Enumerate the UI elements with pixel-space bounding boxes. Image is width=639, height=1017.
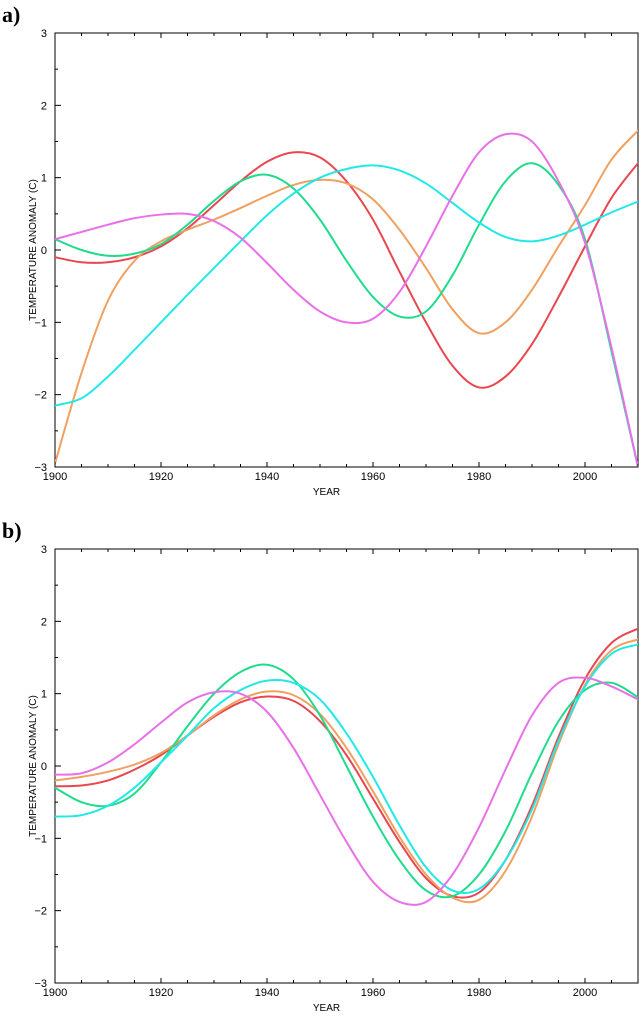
x-axis-title: YEAR	[313, 487, 340, 498]
y-tick-label: 0	[41, 245, 47, 257]
x-tick-label: 1960	[361, 471, 385, 483]
y-tick-label: 1	[41, 173, 47, 185]
x-tick-label: 1900	[43, 471, 67, 483]
y-tick-label: 1	[41, 689, 47, 701]
series-line-2	[55, 638, 638, 904]
y-tick-label: −2	[34, 906, 47, 918]
x-tick-label: 1960	[361, 987, 385, 999]
panel-label: a)	[2, 2, 20, 27]
panel-label: b)	[2, 518, 22, 543]
series-line-3	[55, 663, 638, 899]
y-tick-label: −3	[34, 978, 47, 990]
x-tick-label: 1980	[467, 471, 491, 483]
y-tick-label: −1	[34, 317, 47, 329]
series-group	[55, 129, 638, 467]
series-group	[55, 627, 638, 906]
y-tick-label: −1	[34, 833, 47, 845]
x-tick-label: 1940	[255, 471, 279, 483]
x-tick-label: 2000	[573, 471, 597, 483]
series-line-1	[55, 627, 638, 899]
x-tick-label: 1900	[43, 987, 67, 999]
series-line-5	[55, 132, 638, 467]
x-axis-title: YEAR	[313, 1003, 340, 1014]
series-line-1	[55, 151, 638, 389]
series-line-4	[55, 164, 638, 407]
x-tick-label: 2000	[573, 987, 597, 999]
x-tick-label: 1940	[255, 987, 279, 999]
series-line-5	[55, 676, 638, 906]
y-axis-title: TEMPERATURE ANOMALY (C)	[28, 179, 39, 321]
y-tick-label: −3	[34, 462, 47, 474]
x-tick-label: 1980	[467, 987, 491, 999]
y-axis-title: TEMPERATURE ANOMALY (C)	[28, 695, 39, 837]
y-tick-label: −2	[34, 390, 47, 402]
y-tick-label: 2	[41, 100, 47, 112]
y-tick-label: 3	[41, 28, 47, 40]
y-tick-label: 0	[41, 761, 47, 773]
x-tick-label: 1920	[149, 987, 173, 999]
plot-frame	[54, 32, 639, 468]
x-tick-label: 1920	[149, 471, 173, 483]
panel-b: b) 1900 1920 1940 1960 1980 2000 −3 −2 −1 0 1 2 3 YEAR…	[2, 518, 639, 1014]
series-line-4	[55, 643, 638, 894]
y-tick-label: 2	[41, 616, 47, 628]
y-tick-label: 3	[41, 544, 47, 556]
panel-a: a) 1900 1920 1940 1960 1980 2000 −3 −2 −1 0 1 2 3 YEAR…	[2, 2, 639, 498]
series-line-3	[55, 162, 638, 467]
